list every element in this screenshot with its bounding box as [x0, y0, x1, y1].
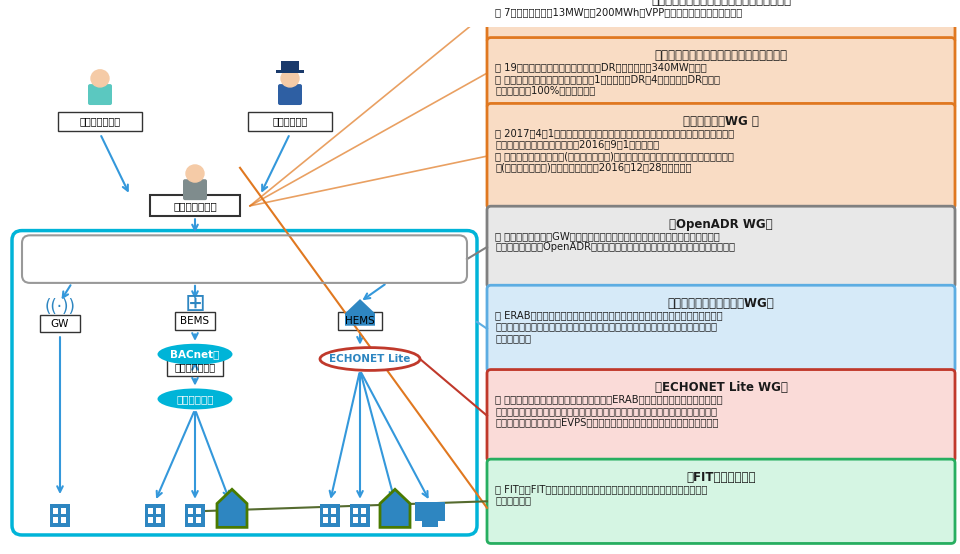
Bar: [338, 312, 382, 330]
Text: 「FIT併用逆潮流」: 「FIT併用逆潮流」: [686, 470, 756, 484]
Text: (ネガワット取引)ハンドブック」を2016年12月28日に公開。: (ネガワット取引)ハンドブック」を2016年12月28日に公開。: [495, 162, 691, 172]
Bar: [175, 312, 215, 330]
Bar: [148, 517, 153, 522]
Bar: [61, 509, 66, 514]
Text: アグリゲーター: アグリゲーター: [173, 201, 217, 211]
Text: 小売電気事業者: 小売電気事業者: [80, 116, 121, 126]
Text: 奨事項とに分けて整理を行ったガイドライン案を作成。（今後パブリックコメン: 奨事項とに分けて整理を行ったガイドライン案を作成。（今後パブリックコメン: [495, 321, 717, 331]
Text: BACnet等: BACnet等: [170, 349, 220, 359]
Bar: [156, 509, 161, 514]
Text: ・ ディマンドリスポンス(ネガワット取引)の普及啓発のため、「ディマンドリスポンス: ・ ディマンドリスポンス(ネガワット取引)の普及啓発のため、「ディマンドリスポン…: [495, 151, 733, 161]
Text: ・ 成功率の高いアグリゲーターは、1時間前予告DR・4時間前予告DRにおい: ・ 成功率の高いアグリゲーターは、1時間前予告DR・4時間前予告DRにおい: [495, 74, 720, 84]
Circle shape: [186, 165, 204, 182]
Text: 送配電事業者: 送配電事業者: [273, 116, 307, 126]
Text: 「サイバーセキュリティWG」: 「サイバーセキュリティWG」: [667, 296, 775, 310]
Polygon shape: [217, 489, 247, 527]
Text: コントローラー: コントローラー: [175, 362, 216, 372]
Text: GW: GW: [51, 319, 69, 329]
Bar: [331, 517, 336, 522]
Text: て、成功率100%を達成した。: て、成功率100%を達成した。: [495, 85, 595, 95]
Bar: [50, 504, 70, 527]
Ellipse shape: [157, 344, 232, 365]
Bar: [331, 509, 336, 514]
Bar: [361, 517, 366, 522]
Text: ・ ERABに参加の事業者が行うべきサイバーセキュリティ対策を、勧告事項と推: ・ ERABに参加の事業者が行うべきサイバーセキュリティ対策を、勧告事項と推: [495, 310, 723, 320]
Bar: [353, 517, 358, 522]
Text: トを予定）: トを予定）: [495, 333, 531, 343]
FancyBboxPatch shape: [487, 206, 955, 288]
Text: を策定するという方針のもと、蓄電池、業務用エアコン、ヒートポンプ給湯器、: を策定するという方針のもと、蓄電池、業務用エアコン、ヒートポンプ給湯器、: [495, 406, 717, 416]
Text: 「ECHONET Lite WG」: 「ECHONET Lite WG」: [655, 381, 787, 394]
Text: 各社独自規格: 各社独自規格: [177, 394, 214, 404]
Text: ・ 19事業者により実証を実施。合計DR容量は、延べ340MW以上。: ・ 19事業者により実証を実施。合計DR容量は、延べ340MW以上。: [495, 62, 707, 72]
Bar: [148, 509, 153, 514]
FancyBboxPatch shape: [487, 459, 955, 543]
Text: 引に関するガイドライン」を2016年9月1日に改定。: 引に関するガイドライン」を2016年9月1日に改定。: [495, 140, 660, 150]
Bar: [145, 504, 165, 527]
Circle shape: [91, 70, 109, 87]
Bar: [323, 517, 328, 522]
FancyBboxPatch shape: [88, 84, 112, 105]
Bar: [40, 315, 80, 332]
Text: 業務用ショーケース、EVPS、家庭用燃料電池について、仕様拡張案を策定。: 業務用ショーケース、EVPS、家庭用燃料電池について、仕様拡張案を策定。: [495, 417, 718, 427]
Text: 理を実施。: 理を実施。: [495, 495, 531, 505]
Text: 「バーチャルパワープラント構築実証事業」: 「バーチャルパワープラント構築実証事業」: [651, 0, 791, 7]
Text: ・ アグリゲーター～GW間について、事業者が想定する機器別のユースケースを: ・ アグリゲーター～GW間について、事業者が想定する機器別のユースケースを: [495, 231, 720, 241]
Text: ECHONET Lite: ECHONET Lite: [329, 354, 411, 364]
Bar: [281, 61, 299, 71]
Bar: [58, 112, 142, 131]
Text: 「OpenADR WG」: 「OpenADR WG」: [669, 218, 773, 230]
FancyBboxPatch shape: [487, 370, 955, 462]
Text: 「ネガワットWG 」: 「ネガワットWG 」: [684, 115, 759, 128]
Text: ・ 2017年4月1日に「ネガワット取引市場」を創設するに当たり、「ネガワット取: ・ 2017年4月1日に「ネガワット取引市場」を創設するに当たり、「ネガワット取: [495, 128, 734, 138]
Bar: [196, 517, 201, 522]
Bar: [188, 509, 193, 514]
FancyBboxPatch shape: [278, 84, 302, 105]
Polygon shape: [345, 299, 375, 326]
Text: ・ 7事業者、合計約13MW、約200MWhのVPPの基礎的なシステムを構築。: ・ 7事業者、合計約13MW、約200MWhのVPPの基礎的なシステムを構築。: [495, 7, 742, 17]
Bar: [248, 112, 332, 131]
Text: 踏まえながら、OpenADRをベースとした実装ガイドラインの策定方針を作成。: 踏まえながら、OpenADRをベースとした実装ガイドラインの策定方針を作成。: [495, 242, 735, 252]
Text: HEMS: HEMS: [346, 316, 374, 326]
Bar: [61, 517, 66, 522]
Bar: [415, 502, 445, 521]
Text: ・ コストアップを避け、各社が実装可能なERABリソース化するための標準仕様: ・ コストアップを避け、各社が実装可能なERABリソース化するための標準仕様: [495, 394, 723, 404]
Bar: [353, 509, 358, 514]
FancyBboxPatch shape: [487, 285, 955, 372]
Bar: [156, 517, 161, 522]
FancyBboxPatch shape: [487, 38, 955, 109]
Circle shape: [281, 70, 299, 87]
Bar: [323, 509, 328, 514]
FancyBboxPatch shape: [487, 0, 955, 43]
Bar: [196, 509, 201, 514]
FancyBboxPatch shape: [183, 179, 207, 200]
Bar: [53, 517, 58, 522]
Bar: [361, 509, 366, 514]
Text: BEMS: BEMS: [180, 316, 209, 326]
Bar: [276, 70, 304, 73]
Ellipse shape: [320, 347, 420, 371]
Text: ((·)): ((·)): [44, 297, 76, 316]
Bar: [185, 504, 205, 527]
Ellipse shape: [157, 388, 232, 409]
Text: ・ FIT／非FIT認定設備が併存する場合の逆潮流についての課題・論点の整: ・ FIT／非FIT認定設備が併存する場合の逆潮流についての課題・論点の整: [495, 484, 708, 494]
FancyBboxPatch shape: [487, 104, 955, 209]
Text: 「高度制御型ディマンドリスポンス実証」: 「高度制御型ディマンドリスポンス実証」: [655, 49, 787, 62]
Bar: [422, 520, 438, 527]
Bar: [320, 504, 340, 527]
Bar: [167, 359, 223, 376]
Text: ⊞: ⊞: [184, 292, 205, 316]
Bar: [53, 509, 58, 514]
Polygon shape: [380, 489, 410, 527]
Bar: [350, 504, 370, 527]
Bar: [150, 196, 240, 216]
Bar: [188, 517, 193, 522]
